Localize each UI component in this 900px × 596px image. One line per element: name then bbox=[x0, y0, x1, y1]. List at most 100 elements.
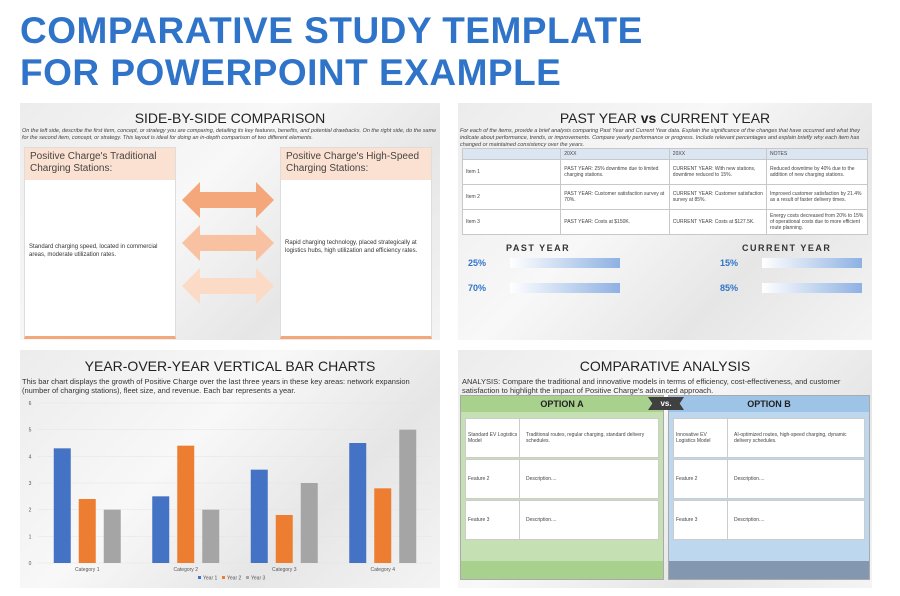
bar bbox=[300, 483, 318, 563]
box-body: Rapid charging technology, placed strate… bbox=[285, 240, 418, 254]
bar bbox=[103, 509, 121, 563]
option-title: OPTION B bbox=[669, 396, 869, 412]
table-cell: Item 2 bbox=[461, 184, 562, 210]
bar bbox=[177, 445, 195, 563]
table-cell: CURRENT YEAR: With new stations, downtim… bbox=[668, 159, 768, 185]
metric-value: 25% bbox=[468, 258, 487, 268]
header-cell: 20XX bbox=[668, 148, 768, 160]
bar bbox=[152, 496, 170, 563]
bar bbox=[202, 509, 220, 563]
page-title: FOR POWERPOINT EXAMPLE bbox=[20, 52, 562, 93]
title-part: CURRENT YEAR bbox=[660, 110, 771, 126]
table-cell: CURRENT YEAR: Costs at $127.5K. bbox=[668, 209, 768, 235]
comparison-table: 20XX 20XX NOTES Item 1 PAST YEAR: 25% downti… bbox=[461, 148, 868, 235]
y-tick-label: 5 bbox=[29, 428, 32, 434]
table-header-row: 20XX 20XX NOTES bbox=[461, 148, 868, 160]
option-footer bbox=[669, 561, 869, 579]
header-cell bbox=[461, 148, 562, 160]
legend-label: Year 3 bbox=[251, 576, 265, 582]
metric-bar bbox=[510, 283, 620, 293]
vs-badge: vs. bbox=[648, 397, 684, 410]
slide-description: For each of the items, provide a brief a… bbox=[460, 128, 861, 148]
legend-swatch bbox=[198, 576, 201, 579]
y-tick-label: 3 bbox=[29, 481, 32, 487]
table-cell: Item 3 bbox=[461, 209, 562, 235]
option-panel: OPTION A Standard EV Logistics Model Trad… bbox=[460, 395, 664, 580]
row-text: Description.... bbox=[734, 476, 765, 482]
option-row: Standard EV Logistics Model Traditional r… bbox=[465, 418, 659, 458]
row-text: Description.... bbox=[526, 517, 557, 523]
legend-label: Year 1 bbox=[203, 576, 217, 582]
option-panel: OPTION B Innovative EV Logistics Model AI… bbox=[668, 395, 870, 580]
table-cell: Energy costs decreased from 20% to 15% o… bbox=[766, 209, 868, 235]
x-tick-label: Category 2 bbox=[174, 567, 199, 573]
row-label: Feature 2 bbox=[676, 460, 728, 498]
metric-bar bbox=[510, 258, 620, 268]
x-tick-label: Category 3 bbox=[272, 567, 297, 573]
box-heading: Positive Charge's High-Speed Charging St… bbox=[281, 148, 431, 180]
row-label: Feature 3 bbox=[468, 501, 520, 539]
double-arrow bbox=[182, 182, 274, 218]
bar bbox=[53, 448, 71, 563]
header-cell: NOTES bbox=[766, 148, 868, 160]
y-tick-label: 1 bbox=[29, 534, 32, 540]
slide-title: PAST YEAR vs CURRENT YEAR bbox=[458, 110, 872, 126]
y-tick-label: 2 bbox=[29, 508, 32, 514]
row-text: Traditional routes, regular charging, st… bbox=[526, 432, 645, 444]
x-tick-label: Category 1 bbox=[75, 567, 100, 573]
row-text: Description.... bbox=[734, 517, 765, 523]
slide-description: On the left side, describe the first ite… bbox=[22, 128, 437, 141]
metric-label: CURRENT YEAR bbox=[742, 243, 832, 253]
bar bbox=[349, 443, 367, 563]
table-cell: Reduced downtime by 40% due to the addit… bbox=[766, 159, 868, 185]
bar bbox=[374, 488, 392, 563]
table-cell: PAST YEAR: Customer satisfaction survey … bbox=[560, 184, 670, 210]
slide-title: COMPARATIVE ANALYSIS bbox=[579, 358, 751, 374]
option-title: OPTION A bbox=[461, 396, 663, 412]
header-cell: 20XX bbox=[560, 148, 670, 160]
y-tick-label: 6 bbox=[29, 401, 32, 407]
row-label: Feature 2 bbox=[468, 460, 520, 498]
option-row: Feature 3 Description.... bbox=[673, 500, 865, 540]
table-cell: CURRENT YEAR: Customer satisfaction surv… bbox=[668, 184, 768, 210]
option-row: Feature 2 Description.... bbox=[465, 459, 659, 499]
x-tick-label: Category 4 bbox=[371, 567, 396, 573]
row-text: AI-optimized routes, high-speed charging… bbox=[734, 432, 847, 444]
comparison-box: Positive Charge's High-Speed Charging St… bbox=[280, 147, 432, 339]
row-text: Description.... bbox=[526, 476, 557, 482]
bar bbox=[78, 499, 96, 563]
legend-label: Year 2 bbox=[227, 576, 241, 582]
legend-swatch bbox=[222, 576, 225, 579]
title-part: PAST YEAR bbox=[559, 110, 637, 126]
slide-comparative: COMPARATIVE ANALYSIS ANALYSIS: Compare t… bbox=[458, 350, 872, 588]
chart: 0 1 2 3 4 5 6 Category 1 Category 2 Category 3 Cat… bbox=[29, 401, 432, 582]
row-label: Innovative EV Logistics Model bbox=[676, 419, 728, 457]
metric-value: 70% bbox=[468, 283, 487, 293]
slide-title: YEAR-OVER-YEAR VERTICAL BAR CHARTS bbox=[84, 358, 376, 374]
legend-swatch bbox=[246, 576, 249, 579]
arrows bbox=[182, 182, 274, 304]
table-cell: PAST YEAR: Costs at $150K. bbox=[560, 209, 670, 235]
slide-past-current: PAST YEAR vs CURRENT YEAR For each of th… bbox=[458, 103, 872, 340]
table-cell: PAST YEAR: 25% downtime due to limited c… bbox=[560, 159, 670, 185]
metric-value: 85% bbox=[720, 283, 739, 293]
option-row: Feature 3 Description.... bbox=[465, 500, 659, 540]
slide-bar-chart: YEAR-OVER-YEAR VERTICAL BAR CHARTS This … bbox=[20, 350, 440, 588]
bar bbox=[399, 429, 417, 563]
metric-bar bbox=[762, 283, 862, 293]
box-body: Standard charging speed, located in comm… bbox=[29, 244, 158, 258]
double-arrow bbox=[182, 268, 274, 304]
double-arrow bbox=[182, 225, 274, 261]
box-heading: Positive Charge's Traditional Charging S… bbox=[25, 148, 175, 180]
option-footer bbox=[461, 561, 663, 579]
row-label: Feature 3 bbox=[676, 501, 728, 539]
title-part: vs bbox=[640, 110, 657, 126]
table-cell: Item 1 bbox=[461, 159, 562, 185]
table-row: Item 3 PAST YEAR: Costs at $150K. CURRENT … bbox=[461, 209, 868, 235]
row-label: Standard EV Logistics Model bbox=[468, 419, 520, 457]
metric-bar bbox=[762, 258, 862, 268]
slide-side-by-side: SIDE-BY-SIDE COMPARISON On the left side… bbox=[20, 103, 440, 340]
y-tick-label: 4 bbox=[29, 454, 32, 460]
table-cell: Improved customer satisfaction by 21.4% … bbox=[766, 184, 868, 210]
